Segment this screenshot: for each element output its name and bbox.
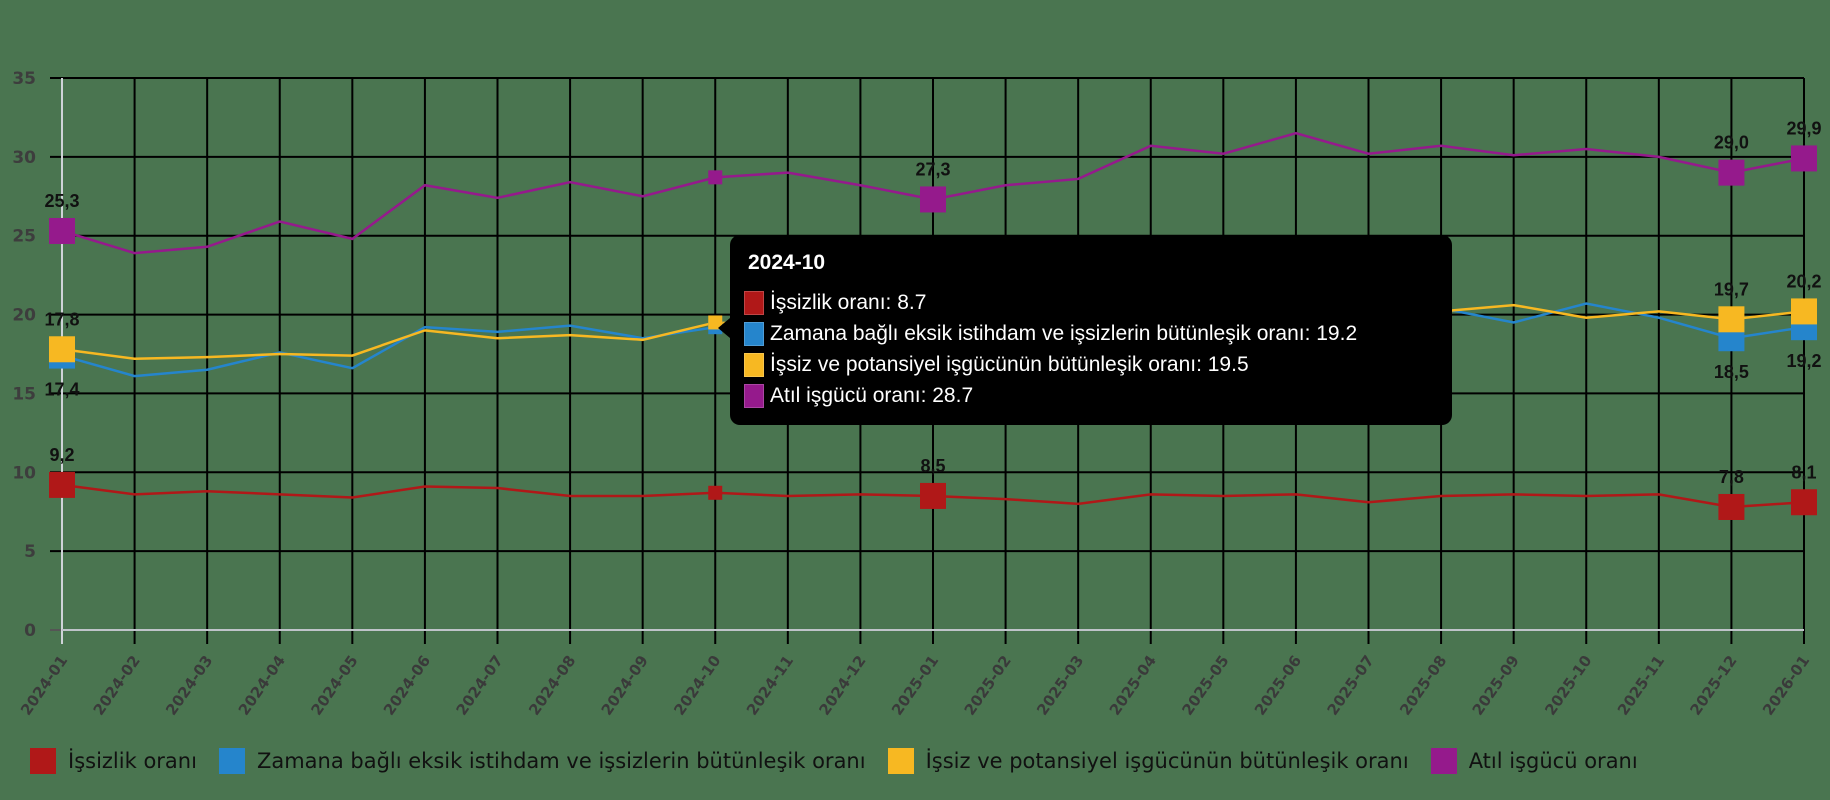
x-tick-label: 2026-01: [1759, 652, 1813, 719]
legend-label: Zamana bağlı eksik istihdam ve işsizleri…: [256, 749, 866, 773]
legend-label: İşsiz ve potansiyel işgücünün bütünleşik…: [925, 749, 1409, 773]
tooltip-row-atil: Atıl işgücü oranı: 28.7: [744, 380, 1438, 411]
x-tick-label: 2025-10: [1541, 652, 1595, 719]
y-tick-label: 25: [12, 227, 36, 247]
x-tick-label: 2024-12: [815, 652, 869, 719]
data-label: 17,8: [44, 309, 79, 329]
x-tick-label: 2024-03: [162, 652, 216, 719]
legend-item-zamana-bagli[interactable]: Zamana bağlı eksik istihdam ve işsizleri…: [218, 748, 866, 774]
x-tick-label: 2025-11: [1614, 652, 1668, 719]
data-point-marker: [1791, 489, 1817, 516]
tooltip-row-potansiyel: İşsiz ve potansiyel işgücünün bütünleşik…: [744, 349, 1438, 380]
legend-item-potansiyel[interactable]: İşsiz ve potansiyel işgücünün bütünleşik…: [887, 748, 1409, 774]
x-tick-label: 2024-02: [90, 652, 144, 719]
data-label: 9,2: [49, 445, 74, 465]
legend-label: Atıl işgücü oranı: [1468, 749, 1638, 773]
legend-item-issizlik[interactable]: İşsizlik oranı: [30, 748, 197, 774]
x-tick-label: 2024-11: [743, 652, 797, 719]
x-tick-label: 2024-09: [598, 652, 652, 719]
hover-point-marker: [708, 170, 723, 185]
data-label: 29,9: [1786, 118, 1821, 138]
legend-item-atil[interactable]: Atıl işgücü oranı: [1430, 748, 1638, 774]
data-point-marker: [1718, 306, 1745, 333]
swatch-icon: [744, 290, 764, 315]
x-tick-label: 2025-06: [1251, 652, 1305, 719]
data-label: 27,3: [915, 159, 950, 179]
x-tick-label: 2024-06: [380, 652, 434, 719]
tooltip-title: 2024-10: [748, 251, 826, 274]
data-label: 18,5: [1714, 362, 1749, 382]
data-point-marker: [49, 471, 75, 498]
x-tick-label: 2025-08: [1396, 652, 1450, 719]
legend-swatch-icon: [1430, 748, 1457, 774]
y-tick-label: 35: [12, 69, 36, 89]
y-axis: 0 5 10 15 20 25 30 35: [12, 69, 36, 641]
data-label: 20,2: [1786, 271, 1821, 291]
data-label: 17,4: [44, 380, 79, 400]
swatch-icon: [744, 352, 764, 377]
tooltip-row-label: İşsizlik oranı: 8.7: [770, 290, 927, 314]
x-tick-label: 2024-08: [525, 652, 579, 719]
hover-tooltip: 2024-10 İşsizlik oranı: 8.7 Zamana bağlı…: [718, 235, 1452, 425]
y-tick-label: 0: [24, 621, 36, 641]
hover-point-marker: [708, 485, 723, 500]
legend-swatch-icon: [30, 748, 56, 774]
x-tick-label: 2024-04: [235, 652, 289, 719]
swatch-icon: [744, 321, 764, 346]
x-tick-label: 2025-12: [1686, 652, 1740, 719]
legend-label: İşsizlik oranı: [68, 749, 197, 773]
chart-legend: İşsizlik oranı Zamana bağlı eksik istihd…: [30, 748, 1660, 774]
x-tick-label: 2024-07: [453, 652, 507, 719]
x-tick-label: 2024-01: [17, 652, 71, 719]
data-point-marker: [1791, 298, 1817, 325]
tooltip-row-label: Zamana bağlı eksik istihdam ve işsizleri…: [770, 321, 1358, 345]
data-label: 8,1: [1791, 462, 1816, 482]
x-tick-label: 2025-07: [1324, 652, 1378, 719]
y-tick-label: 30: [12, 148, 36, 168]
data-label: 19,2: [1786, 351, 1821, 371]
data-label: 29,0: [1714, 133, 1749, 153]
x-tick-label: 2025-02: [961, 652, 1015, 719]
tooltip-row-label: İşsiz ve potansiyel işgücünün bütünleşik…: [770, 352, 1249, 376]
data-point-marker: [1791, 145, 1817, 172]
tooltip-row-issizlik: İşsizlik oranı: 8.7: [744, 287, 1438, 318]
legend-swatch-icon: [887, 748, 914, 774]
data-point-marker: [1718, 493, 1745, 520]
x-tick-label: 2025-03: [1033, 652, 1087, 719]
y-tick-label: 20: [12, 306, 36, 326]
legend-swatch-icon: [218, 748, 245, 774]
data-label: 8,5: [920, 456, 945, 476]
y-tick-label: 5: [24, 542, 36, 562]
data-label: 25,3: [44, 191, 79, 211]
data-label: 19,7: [1714, 279, 1749, 299]
data-label: 7,8: [1719, 467, 1744, 487]
tooltip-pointer: [718, 318, 730, 338]
tooltip-row-label: Atıl işgücü oranı: 28.7: [770, 383, 974, 407]
x-tick-label: 2025-05: [1178, 652, 1232, 719]
x-tick-label: 2025-09: [1469, 652, 1523, 719]
data-labels: 9,2 8,5 7,8 8,1 17,4 18,5 19,2 17,8 19,7 20,2 25,3…: [44, 118, 1821, 487]
tooltip-row-zamana-bagli: Zamana bağlı eksik istihdam ve işsizleri…: [744, 318, 1438, 349]
data-point-marker: [49, 217, 75, 244]
y-tick-label: 10: [12, 463, 36, 483]
x-tick-label: 2024-10: [670, 652, 724, 719]
x-tick-label: 2024-05: [307, 652, 361, 719]
x-tick-label: 2025-01: [888, 652, 942, 719]
data-point-marker: [1718, 159, 1745, 186]
x-tick-label: 2025-04: [1106, 652, 1160, 719]
data-point-marker: [920, 482, 946, 509]
data-point-marker: [920, 186, 946, 213]
x-axis: 2024-01 2024-02 2024-03 2024-04 2024-05 2024-…: [17, 652, 1813, 719]
swatch-icon: [744, 383, 764, 408]
y-tick-label: 15: [12, 384, 36, 404]
data-point-marker: [49, 336, 75, 363]
